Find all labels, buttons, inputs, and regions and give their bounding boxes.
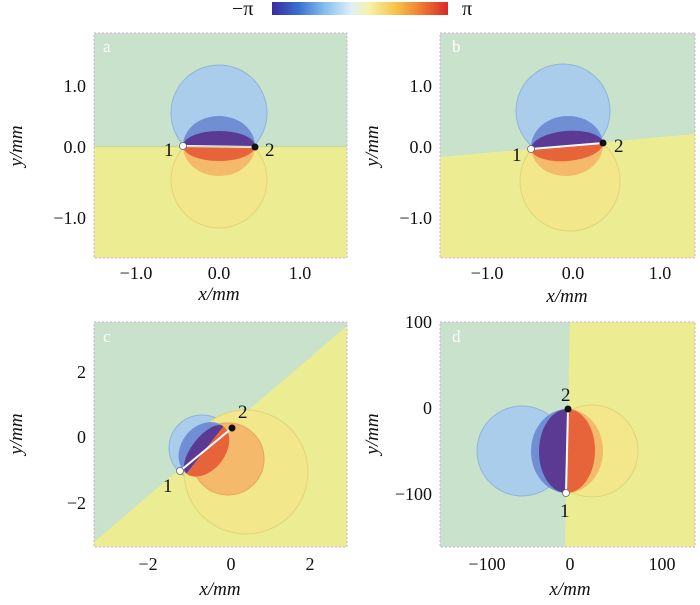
- y-tick-label: −100: [395, 484, 432, 504]
- point-2-marker: [251, 143, 259, 151]
- panel-letter: c: [103, 327, 111, 346]
- x-axis-label: x/mm: [198, 579, 240, 600]
- x-axis-label: x/mm: [197, 284, 239, 305]
- y-tick-label: 0.0: [64, 137, 87, 157]
- point-1-marker: [176, 467, 184, 475]
- panel-letter: a: [103, 37, 111, 56]
- x-axis-label: x/mm: [548, 579, 590, 600]
- y-tick-label: 1.0: [64, 76, 87, 96]
- x-tick-label: 0.0: [562, 263, 585, 283]
- point-2-label: 2: [238, 402, 248, 423]
- y-axis-label: y/mm: [362, 413, 383, 456]
- y-tick-label: −1.0: [53, 208, 86, 228]
- point-2-marker: [564, 405, 572, 413]
- y-tick-label: 1.0: [410, 76, 433, 96]
- point-1-marker: [562, 489, 570, 497]
- panel-letter: b: [452, 37, 461, 56]
- y-tick-label: 100: [405, 312, 432, 332]
- plot-frame: [93, 32, 348, 259]
- x-tick-label: −1.0: [471, 263, 504, 283]
- x-tick-label: −2: [138, 554, 157, 574]
- point-1-label: 1: [164, 140, 174, 161]
- segment-1-2: [179, 427, 233, 472]
- colorbar: −π π: [232, 0, 472, 20]
- x-tick-label: 0: [227, 554, 236, 574]
- panel-letter: d: [452, 327, 461, 346]
- y-axis-label: y/mm: [6, 413, 27, 456]
- boundary-line: [94, 146, 347, 148]
- point-1-marker: [527, 145, 535, 153]
- x-tick-label: 0: [566, 554, 575, 574]
- panel-c: 1 2 c 2 0 −2 −2 0 2 x/mm y/mm: [6, 321, 348, 600]
- point-1-label: 1: [163, 476, 173, 497]
- y-tick-label: −2: [67, 493, 86, 513]
- point-1-marker: [179, 142, 187, 150]
- contour-purple-inner: [183, 131, 255, 146]
- contour-red-inner: [183, 146, 255, 161]
- x-tick-label: 1.0: [649, 263, 672, 283]
- y-tick-label: 2: [77, 362, 86, 382]
- point-1-label: 1: [560, 501, 570, 522]
- x-tick-label: 2: [306, 554, 315, 574]
- contour-purple-inner: [183, 425, 224, 474]
- colorbar-gradient: [272, 2, 448, 15]
- contour-purple-inner: [539, 409, 568, 493]
- panel-b: 1 2 b 1.0 0.0 −1.0 −1.0 0.0 1.0 x/mm y/m…: [362, 32, 696, 307]
- contour-red-inner: [566, 409, 595, 493]
- y-tick-label: 0.0: [410, 137, 433, 157]
- x-tick-label: −100: [468, 554, 505, 574]
- y-tick-label: −1.0: [399, 208, 432, 228]
- colorbar-max-label: π: [462, 0, 472, 20]
- x-tick-label: 0.0: [208, 263, 231, 283]
- y-axis-label: y/mm: [6, 125, 27, 168]
- segment-1-2: [530, 142, 604, 150]
- colorbar-min-label: −π: [232, 0, 253, 20]
- x-axis-label: x/mm: [545, 286, 587, 307]
- x-tick-label: 100: [649, 554, 676, 574]
- point-2-marker: [228, 424, 236, 432]
- point-2-label: 2: [561, 385, 571, 406]
- y-tick-label: 0: [77, 427, 86, 447]
- y-axis-label: y/mm: [362, 125, 383, 168]
- segment-1-2: [565, 408, 569, 494]
- point-1-label: 1: [512, 145, 522, 166]
- point-2-label: 2: [614, 136, 624, 157]
- plot-frame: [93, 321, 348, 548]
- x-tick-label: −1.0: [120, 263, 153, 283]
- panel-a: 1 2 a 1.0 0.0 −1.0 −1.0 0.0 1.0 x/mm y/m…: [6, 32, 348, 305]
- point-2-label: 2: [265, 140, 275, 161]
- contour-purple-inner: [531, 130, 603, 150]
- panel-d: 1 2 d 100 0 −100 −100 0 100 x/mm y/mm: [362, 312, 696, 600]
- point-2-marker: [599, 139, 607, 147]
- contour-red-inner: [531, 142, 603, 162]
- y-tick-label: 0: [423, 398, 432, 418]
- x-tick-label: 1.0: [289, 263, 312, 283]
